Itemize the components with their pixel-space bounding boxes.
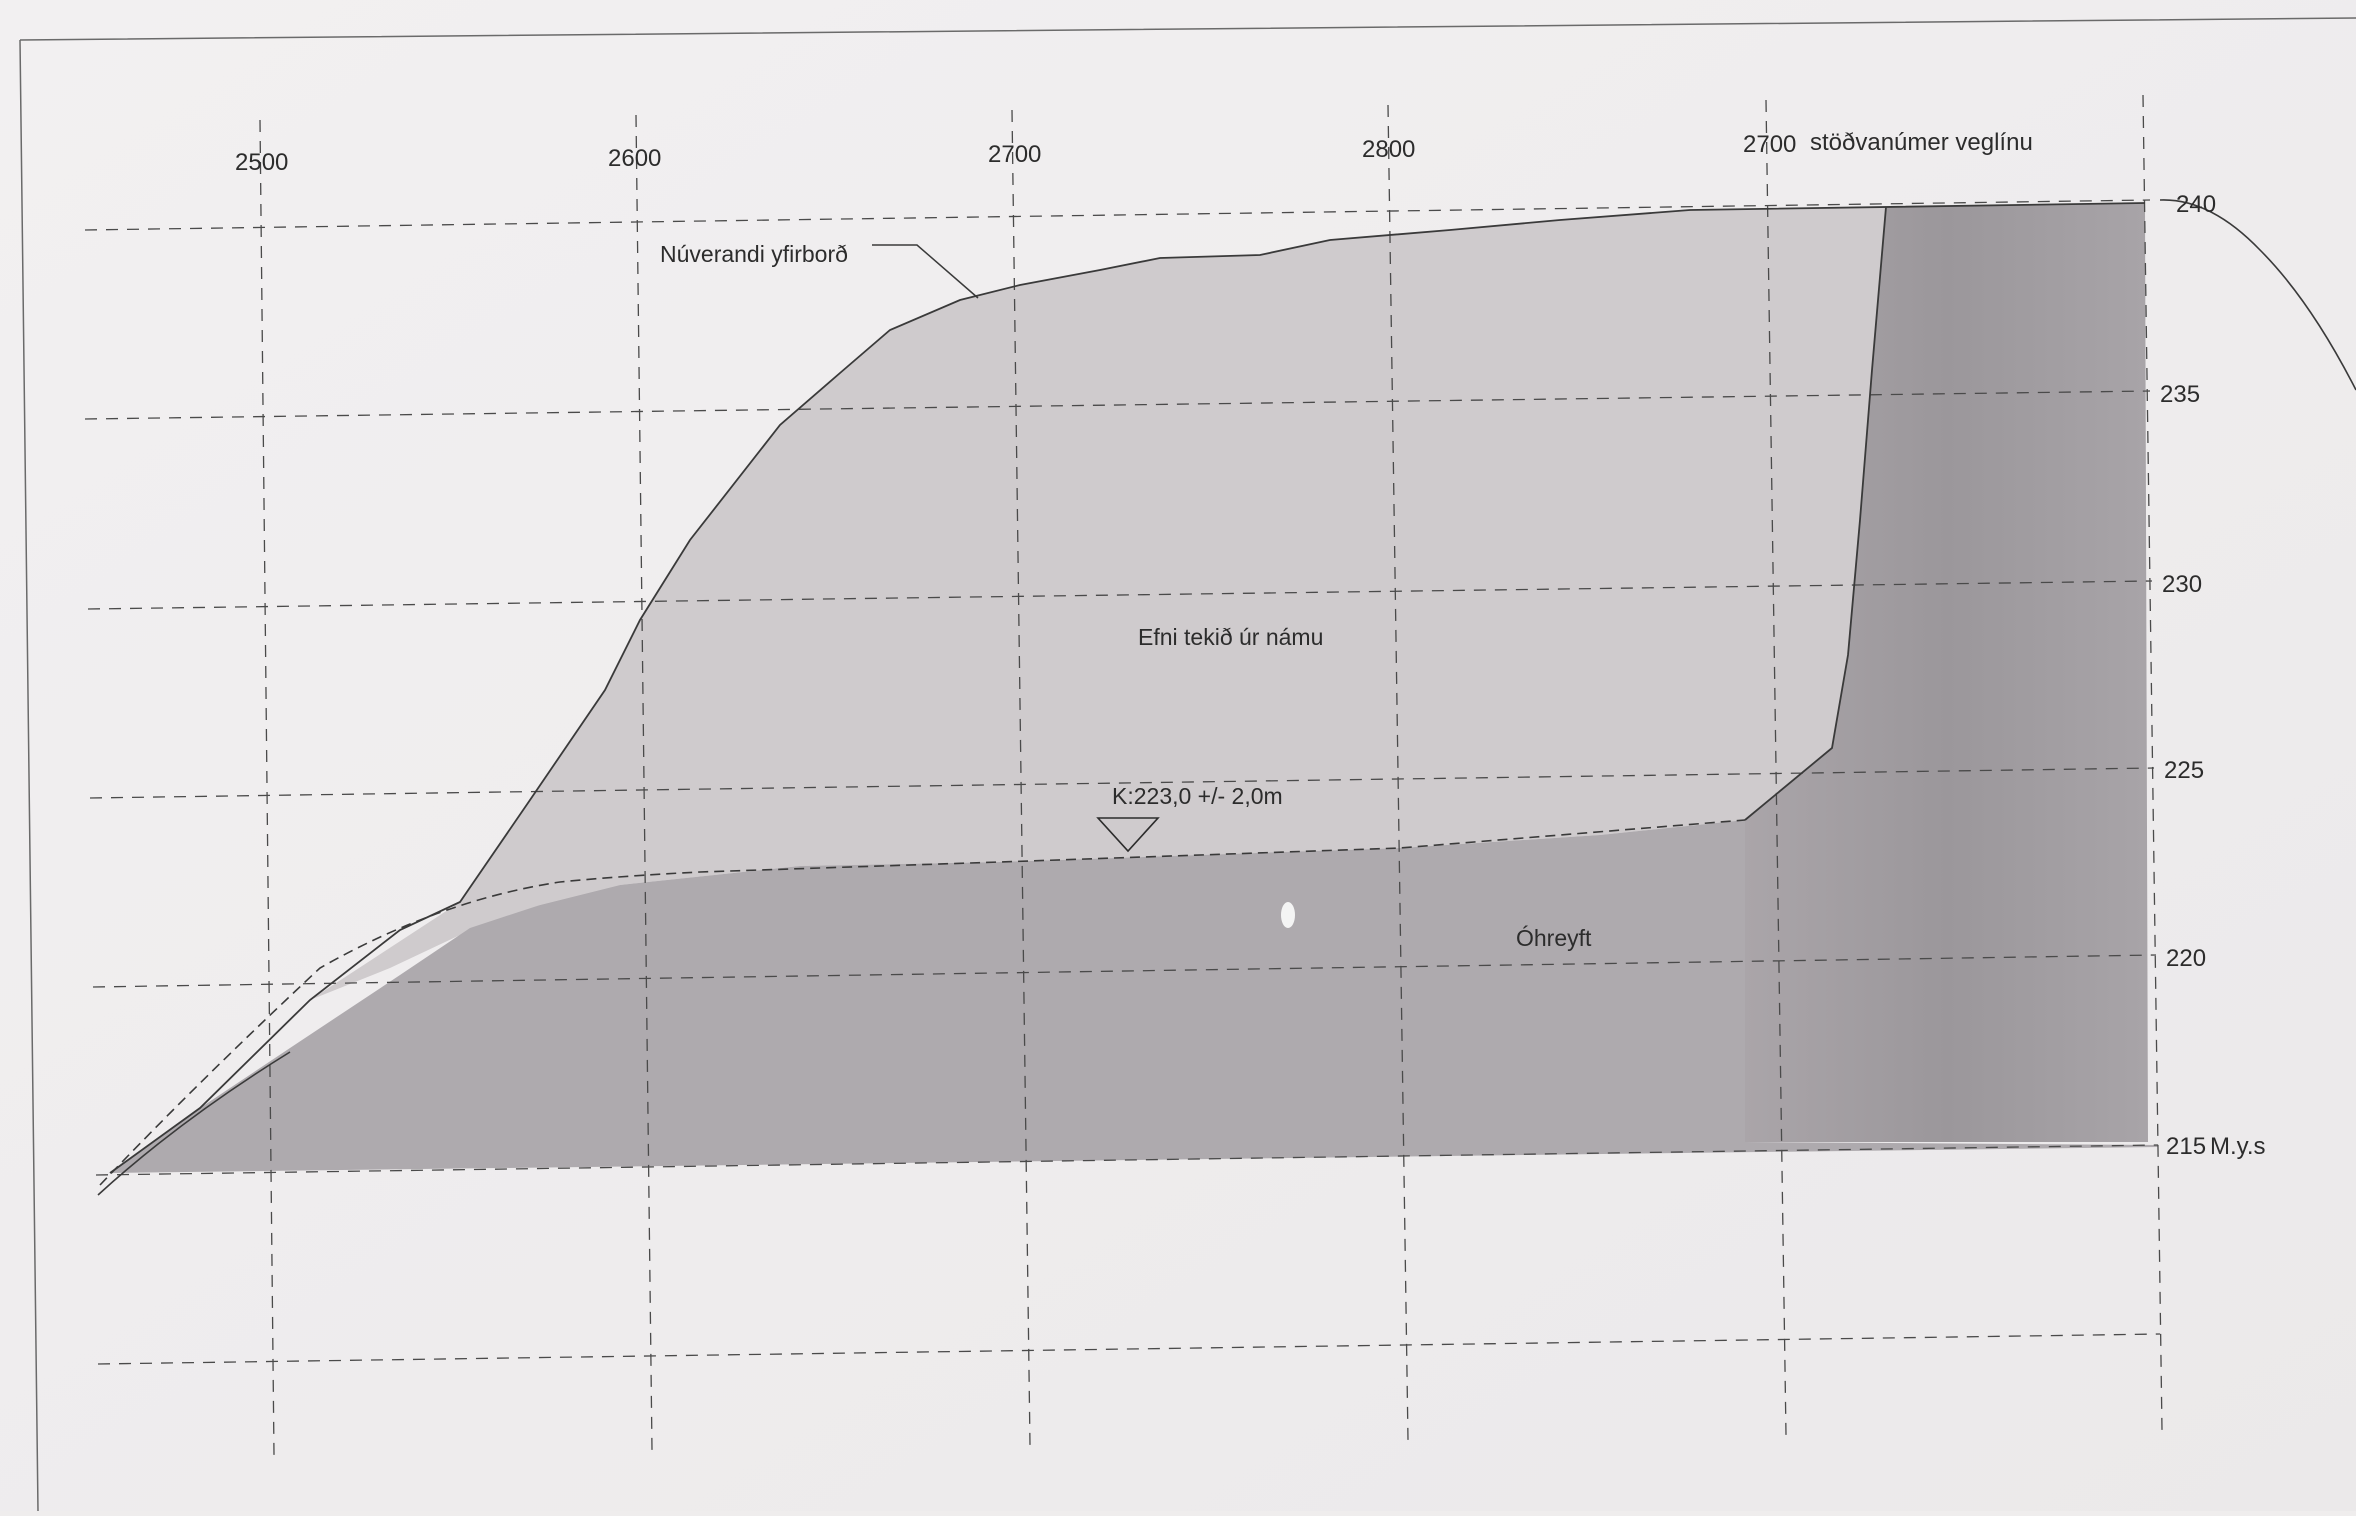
y-tick-label: 215: [2166, 1133, 2206, 1160]
existing-surface-line: [109, 202, 2146, 1174]
right-edge-curve: [2159, 199, 2356, 391]
cut-slope-line: [1744, 206, 1887, 821]
undisturbed-label: Óhreyft: [1516, 925, 1592, 951]
x-tick-label: 2800: [1362, 136, 1415, 163]
y-tick-label: 225: [2164, 757, 2204, 784]
undisturbed-boundary-line: [99, 819, 1746, 1186]
paper-blemish: [1281, 902, 1295, 928]
x-tick-label: 2700: [988, 141, 1041, 168]
y-tick-label: 220: [2166, 945, 2206, 972]
y-axis-unit: M.y.s: [2210, 1133, 2266, 1160]
x-axis-labels: 2500 2600 2700 2800 2700 stöðvanúmer veg…: [235, 129, 2033, 176]
undisturbed-region: [110, 820, 2158, 1173]
surface-leader-line: [872, 244, 979, 299]
y-tick-label: 235: [2160, 381, 2200, 408]
existing-surface-label: Núverandi yfirborð: [660, 241, 848, 267]
level-label: K:223,0 +/- 2,0m: [1112, 783, 1283, 809]
x-tick-label: 2600: [608, 145, 661, 172]
outer-curve-line: [97, 1051, 291, 1196]
y-tick-label: 230: [2162, 571, 2202, 598]
extracted-material-label: Efni tekið úr námu: [1138, 624, 1323, 650]
cut-slope-region: [1745, 203, 2148, 1142]
extracted-material-region: [310, 203, 2145, 1000]
y-axis-labels: 240 235 230 225 220 215 M.y.s: [2160, 191, 2266, 1160]
horizontal-gridlines: [84, 199, 2161, 1365]
sheet-border: [19, 17, 2356, 1512]
y-tick-label: 240: [2176, 191, 2216, 218]
x-tick-label: 2500: [235, 149, 288, 176]
level-marker-icon: [1096, 817, 1160, 853]
x-tick-label: 2700: [1743, 131, 1796, 158]
x-axis-title: stöðvanúmer veglínu: [1810, 129, 2033, 156]
